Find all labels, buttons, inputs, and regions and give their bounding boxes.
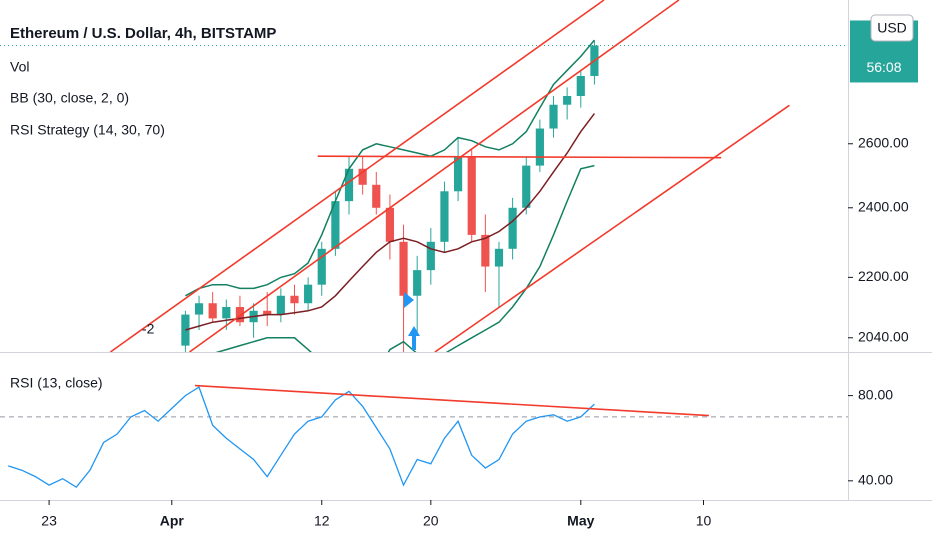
signal-arrow <box>408 326 420 350</box>
trend-line <box>317 155 722 159</box>
candle-body <box>235 306 245 323</box>
candle-body <box>576 75 585 97</box>
currency-label[interactable]: USD <box>877 20 907 36</box>
x-tick-label: May <box>567 513 594 529</box>
axes: 2040.00 2200.00 2400.00 2600.00 40.00 80.00 23… <box>41 134 909 528</box>
candle-body <box>317 248 326 285</box>
indicator-label: BB (30, close, 2, 0) <box>10 90 129 106</box>
candle-body <box>290 295 299 304</box>
price-pane <box>0 0 848 352</box>
band-line <box>185 113 595 331</box>
currency-button[interactable] <box>870 14 914 42</box>
candle-body <box>331 201 340 249</box>
candle-body <box>494 248 504 267</box>
candle-body <box>535 128 544 166</box>
signal-arrow <box>404 292 414 308</box>
x-tick-label: 20 <box>423 513 439 529</box>
candle-body <box>467 156 476 235</box>
candle-body <box>426 241 435 271</box>
rsi-line <box>8 386 595 489</box>
chart-title: Ethereum / U.S. Dollar, 4h, BITSTAMP <box>10 25 276 42</box>
candle-body <box>222 306 231 319</box>
x-tick-label: 10 <box>696 513 712 529</box>
strategy-annotation: -2 <box>142 321 155 337</box>
indicator-label: RSI Strategy (14, 30, 70) <box>10 122 165 138</box>
y-tick-label: 2200.00 <box>858 268 909 284</box>
trend-line <box>194 384 709 417</box>
y-tick-label: 40.00 <box>858 472 893 488</box>
x-tick-label: 23 <box>41 513 57 529</box>
candle-body <box>194 303 204 315</box>
y-tick-label: 2040.00 <box>858 328 909 344</box>
candle-body <box>399 241 408 296</box>
rsi-pane <box>0 384 848 489</box>
candle-body <box>276 295 285 315</box>
y-tick-label: 2600.00 <box>858 134 909 150</box>
candle-body <box>508 207 517 249</box>
candle-body <box>413 270 422 296</box>
y-tick-label: 2400.00 <box>858 198 909 214</box>
candle-body <box>385 207 395 242</box>
candle-body <box>304 284 313 304</box>
candle-body <box>453 156 463 192</box>
candle-body <box>481 234 490 267</box>
candle-body <box>522 165 531 208</box>
trend-line <box>434 104 790 352</box>
trend-line <box>189 0 680 352</box>
rsi-title: RSI (13, close) <box>10 375 103 391</box>
candle-body <box>263 310 272 315</box>
candle-body <box>549 104 558 129</box>
y-tick-label: 80.00 <box>858 386 893 402</box>
countdown: 56:08 <box>866 59 901 75</box>
candle-body <box>358 168 367 185</box>
candle-body <box>208 303 217 319</box>
candle-body <box>440 191 449 242</box>
x-tick-label: Apr <box>160 513 185 529</box>
candle-body <box>372 184 381 208</box>
candle-body <box>181 314 190 346</box>
indicator-label: Vol <box>10 59 29 75</box>
band-line <box>185 39 595 297</box>
x-tick-label: 12 <box>314 513 330 529</box>
candle-body <box>344 168 354 202</box>
trend-line <box>109 0 605 352</box>
candle-body <box>563 96 572 105</box>
